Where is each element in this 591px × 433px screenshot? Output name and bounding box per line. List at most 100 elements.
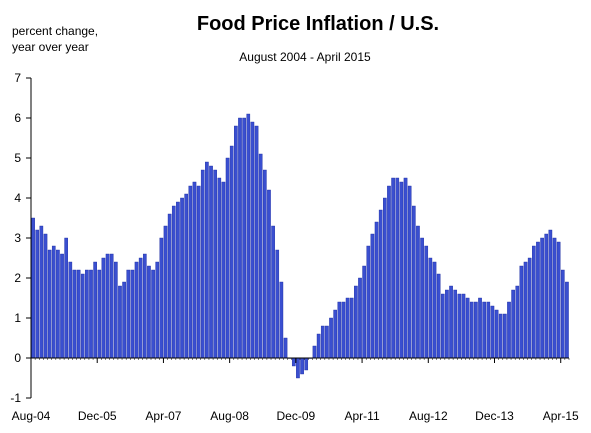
bar [494, 309, 499, 359]
bar [200, 169, 205, 359]
bar [246, 113, 251, 359]
bar [291, 357, 296, 367]
bar [565, 281, 569, 359]
bar [316, 333, 321, 359]
bar [548, 229, 553, 359]
bar [486, 301, 491, 359]
bar [411, 205, 416, 359]
bar [503, 313, 507, 359]
x-tick-label: Dec-13 [475, 409, 514, 423]
bar [296, 357, 300, 379]
bar [167, 213, 172, 359]
y-tick-label: 0 [14, 351, 21, 365]
bar [221, 181, 226, 359]
bar [60, 253, 64, 359]
bar [105, 253, 110, 359]
bar [540, 237, 544, 359]
bar [283, 337, 288, 359]
bar [432, 261, 437, 359]
bar [556, 241, 561, 359]
bar [329, 317, 333, 359]
bar [337, 301, 342, 359]
bar [263, 169, 267, 359]
bar [436, 273, 441, 359]
bar [275, 249, 280, 359]
bar [478, 297, 482, 359]
bar [391, 177, 395, 359]
bar [258, 153, 263, 359]
bar [229, 145, 234, 359]
bar [532, 245, 536, 359]
bar [31, 217, 35, 359]
y-tick-label: 6 [14, 111, 21, 125]
bar [209, 165, 213, 359]
bar [453, 289, 458, 359]
bar [416, 225, 420, 359]
bar [118, 285, 122, 359]
bar [333, 309, 337, 359]
x-tick-label: Aug-08 [210, 409, 249, 423]
bar [457, 293, 462, 359]
bar [519, 265, 524, 359]
bar [101, 257, 106, 359]
bar [43, 233, 48, 359]
x-tick-label: Aug-04 [12, 409, 51, 423]
bar [320, 325, 325, 359]
bar [68, 261, 73, 359]
bar [254, 125, 259, 359]
x-tick-label: Apr-15 [543, 409, 579, 423]
y-tick-labels: -1 0 1 2 3 4 5 6 7 [10, 71, 21, 405]
bar [213, 169, 217, 359]
bar [420, 237, 424, 359]
bar [56, 249, 60, 359]
bar [490, 305, 495, 359]
bar [387, 185, 391, 359]
x-tick-label: Aug-12 [409, 409, 448, 423]
y-tick-label: 5 [14, 151, 21, 165]
bar [465, 297, 470, 359]
bar [176, 201, 180, 359]
bar [51, 245, 56, 359]
bar [395, 177, 400, 359]
bar [64, 237, 68, 359]
bar [370, 233, 375, 359]
bar [130, 269, 135, 359]
bar [138, 257, 143, 359]
bar [72, 269, 77, 359]
bar-series [31, 113, 569, 379]
bar [474, 301, 478, 359]
bar [374, 221, 379, 359]
bar [424, 245, 429, 359]
bar [469, 301, 474, 359]
bar [89, 269, 93, 359]
bar [536, 241, 540, 359]
bar [341, 301, 346, 359]
bar [142, 253, 147, 359]
bar [325, 325, 329, 359]
bar [196, 185, 201, 359]
bar [403, 177, 408, 359]
bar [267, 189, 271, 359]
bar [482, 301, 486, 359]
bar [180, 197, 184, 359]
bar [300, 357, 304, 375]
bar [217, 177, 222, 359]
bar [560, 269, 565, 359]
y-tick-label: 4 [14, 191, 21, 205]
x-tick-label: Dec-09 [277, 409, 316, 423]
bar [159, 237, 164, 359]
bar [383, 197, 387, 359]
bar [85, 269, 89, 359]
x-tick-label: Apr-07 [145, 409, 181, 423]
bar [544, 233, 549, 359]
bar [440, 293, 445, 359]
x-tick-label: Apr-11 [345, 409, 380, 423]
bar [188, 185, 193, 359]
bar [498, 313, 503, 359]
bar [47, 249, 52, 359]
bar [35, 229, 40, 359]
bar [399, 181, 404, 359]
bar [151, 269, 155, 359]
chart-title: Food Price Inflation / U.S. [197, 13, 439, 35]
